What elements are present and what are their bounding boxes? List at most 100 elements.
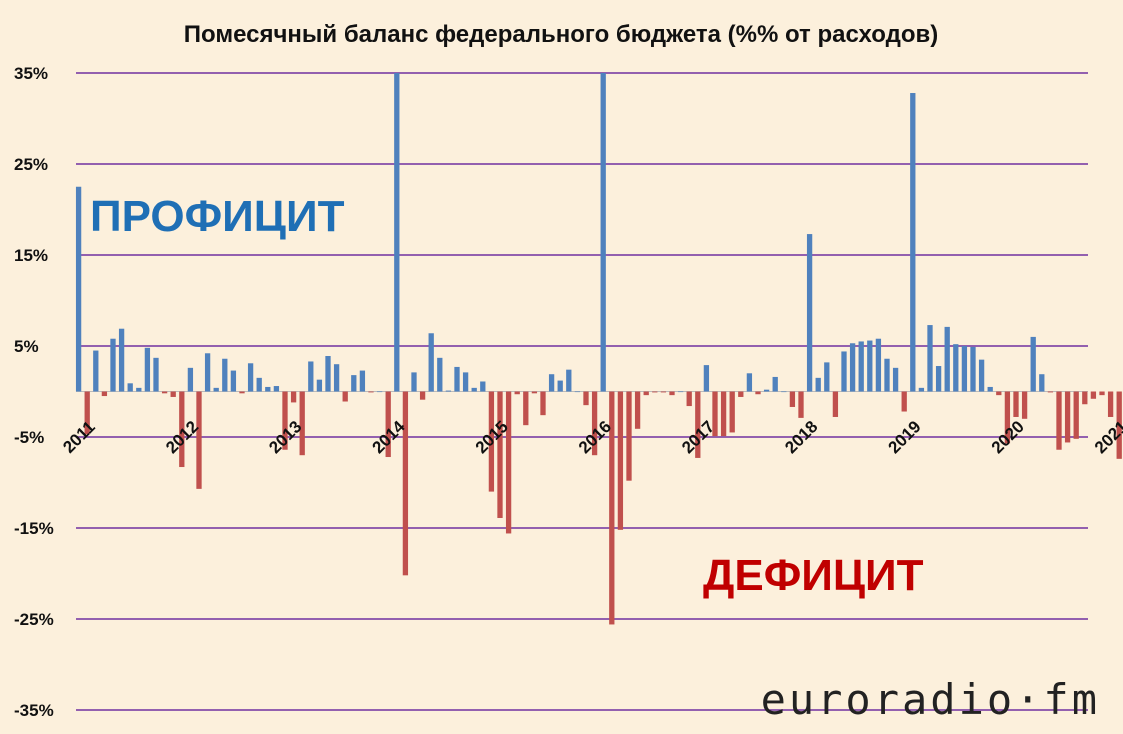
y-axis-tick-labels: 35% 25% 15% 5% -5% -15% -25% -35%: [14, 64, 54, 720]
bar-deficit: [729, 391, 735, 433]
bar-surplus: [548, 374, 555, 392]
bar-surplus: [600, 73, 606, 392]
bar-surplus: [265, 386, 271, 392]
y-tick-label: -15%: [14, 519, 54, 538]
bar-surplus: [351, 375, 357, 392]
bar-surplus: [75, 186, 82, 392]
bar-deficit: [402, 391, 409, 576]
bar-surplus: [763, 389, 770, 392]
bar-surplus: [359, 370, 366, 392]
bar-surplus: [884, 358, 890, 392]
y-tick-label: 15%: [14, 246, 48, 265]
bar-surplus: [256, 377, 262, 392]
bar-deficit: [609, 391, 615, 625]
bar-surplus: [918, 387, 925, 392]
bar-surplus: [927, 325, 933, 392]
bar-surplus: [222, 358, 228, 392]
bar-surplus: [454, 366, 460, 392]
bar-deficit: [996, 391, 1002, 396]
bar-deficit: [1090, 391, 1097, 399]
bar-surplus: [867, 340, 873, 392]
bar-deficit: [1073, 391, 1079, 439]
bar-deficit: [497, 391, 503, 518]
bar-surplus: [677, 391, 684, 393]
bar-deficit: [161, 391, 168, 394]
bar-surplus: [471, 387, 477, 392]
bar-deficit: [712, 391, 718, 437]
bar-deficit: [1047, 391, 1054, 393]
bar-surplus: [333, 364, 340, 392]
bar-deficit: [239, 391, 245, 394]
bar-deficit: [342, 391, 348, 402]
bar-deficit: [686, 391, 692, 407]
bar-deficit: [523, 391, 529, 426]
bar-series: [75, 73, 1122, 625]
bar-deficit: [669, 391, 675, 396]
bar-deficit: [299, 391, 305, 456]
bar-surplus: [781, 391, 787, 393]
bar-deficit: [591, 391, 598, 456]
bar-surplus: [944, 326, 950, 392]
bar-deficit: [531, 391, 538, 394]
bar-surplus: [987, 386, 993, 392]
bar-surplus: [187, 367, 194, 392]
bar-surplus: [204, 353, 211, 392]
bar-deficit: [720, 391, 727, 437]
bar-deficit: [634, 391, 641, 429]
y-tick-label: 5%: [14, 337, 39, 356]
bar-surplus: [574, 391, 581, 393]
bar-surplus: [127, 383, 133, 392]
bar-surplus: [935, 366, 942, 392]
bar-surplus: [806, 234, 813, 392]
bar-surplus: [566, 369, 572, 392]
bar-surplus: [858, 341, 864, 392]
bar-surplus: [815, 377, 821, 392]
bar-deficit: [1099, 391, 1105, 396]
chart-title: Помесячный баланс федерального бюджета (…: [184, 21, 938, 48]
bar-deficit: [1116, 391, 1122, 459]
bar-deficit: [385, 391, 391, 458]
bar-surplus: [247, 363, 254, 392]
y-tick-label: -5%: [14, 428, 44, 447]
bar-surplus: [462, 372, 469, 392]
bar-surplus: [110, 338, 116, 392]
bar-deficit: [540, 391, 546, 416]
bar-deficit: [660, 391, 667, 393]
bar-surplus: [394, 73, 400, 392]
bar-deficit: [101, 391, 108, 397]
bar-surplus: [978, 359, 985, 392]
bar-surplus: [480, 381, 486, 392]
bar-deficit: [901, 391, 907, 412]
bar-deficit: [789, 391, 796, 407]
bar-surplus: [325, 356, 331, 392]
bar-surplus: [1030, 336, 1036, 392]
bar-deficit: [179, 391, 185, 468]
bar-deficit: [1056, 391, 1062, 450]
bar-surplus: [875, 338, 882, 392]
bar-surplus: [746, 373, 753, 392]
bar-surplus: [136, 387, 142, 392]
y-tick-label: -25%: [14, 610, 54, 629]
bar-deficit: [505, 391, 512, 534]
bar-surplus: [308, 361, 314, 392]
bar-surplus: [273, 386, 280, 392]
bar-deficit: [583, 391, 589, 406]
bar-deficit: [368, 391, 374, 393]
bar-deficit: [1107, 391, 1114, 417]
bar-deficit: [617, 391, 624, 530]
bar-surplus: [153, 357, 159, 392]
bar-surplus: [849, 343, 856, 392]
bar-deficit: [419, 391, 426, 400]
bar-deficit: [282, 391, 288, 450]
bar-surplus: [230, 370, 237, 392]
bar-surplus: [213, 387, 219, 392]
bar-surplus: [428, 333, 434, 392]
bar-deficit: [832, 391, 839, 417]
bar-deficit: [652, 391, 658, 393]
bar-deficit: [695, 391, 701, 458]
bar-surplus: [953, 344, 959, 392]
bar-surplus: [316, 379, 323, 392]
bar-surplus: [437, 357, 443, 392]
bar-surplus: [376, 391, 383, 393]
